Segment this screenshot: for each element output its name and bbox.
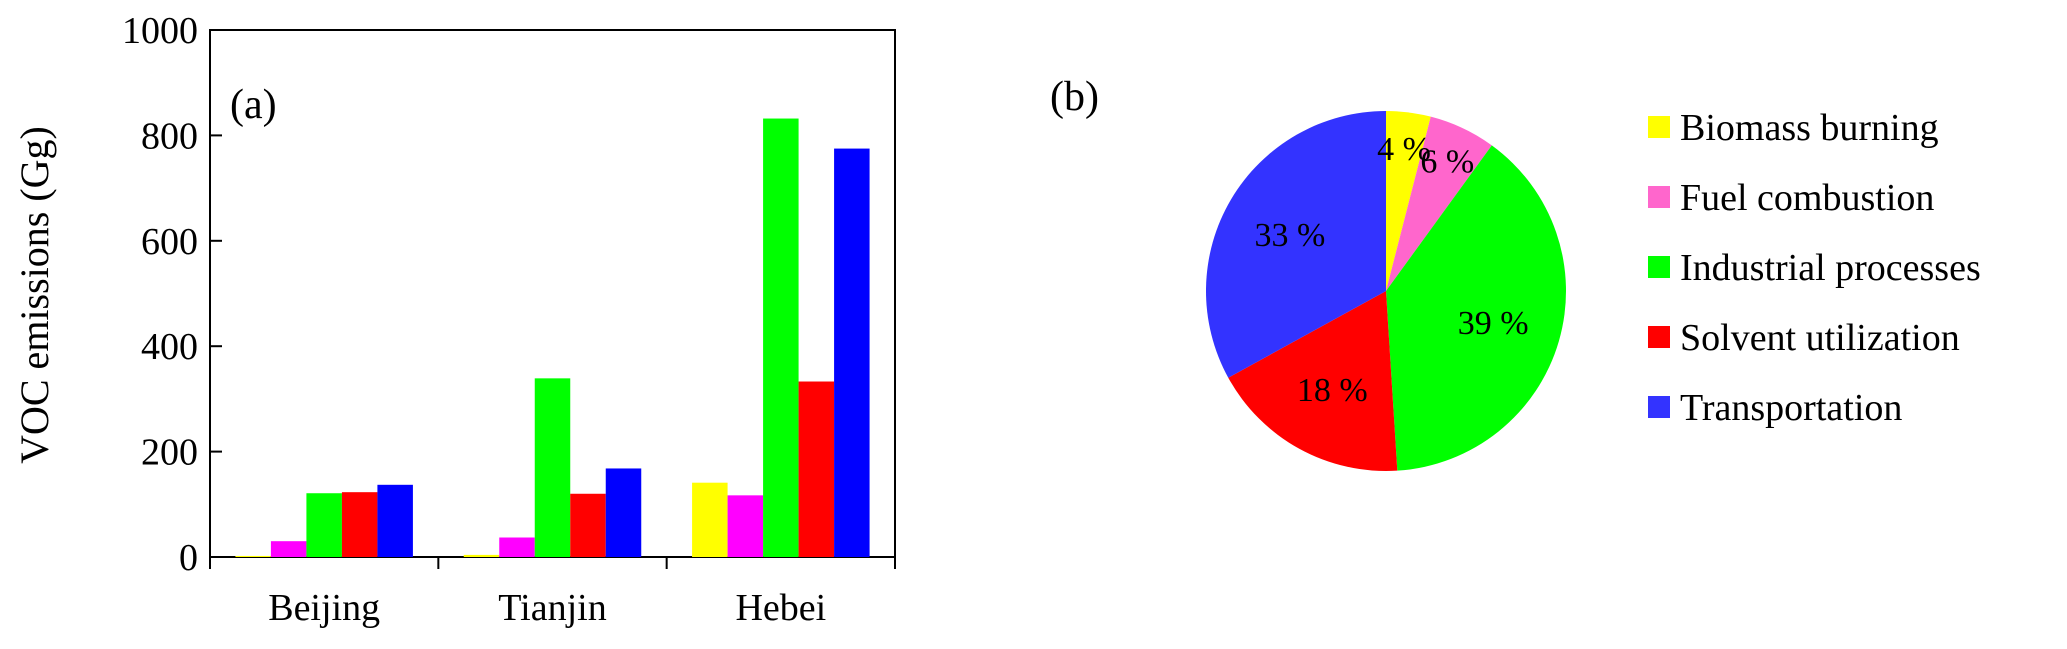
legend-swatch bbox=[1648, 116, 1670, 138]
pie-panel-label: (b) bbox=[1050, 74, 1099, 120]
bar bbox=[235, 555, 271, 557]
bar bbox=[605, 468, 642, 557]
y-tick-label: 200 bbox=[141, 432, 198, 474]
legend-label: Industrial processes bbox=[1680, 247, 1981, 289]
pie-slice bbox=[1228, 291, 1398, 471]
bar-chart-panel: (a) VOC emissions (Gg) 0 200 400 600 800 1000… bbox=[12, 10, 896, 629]
bar bbox=[798, 381, 835, 557]
pie-slice-label: 4 % bbox=[1377, 131, 1431, 168]
bar bbox=[463, 554, 500, 557]
y-tick-label: 1000 bbox=[122, 10, 198, 52]
bar bbox=[306, 493, 342, 557]
legend-label: Fuel combustion bbox=[1680, 177, 1934, 219]
legend: Biomass burning Fuel combustion Industrial… bbox=[1648, 107, 1981, 429]
bar bbox=[341, 492, 378, 557]
pie-slice-label: 6 % bbox=[1420, 144, 1474, 181]
category-label: Hebei bbox=[735, 587, 826, 629]
pie-chart-panel: (b) 4 %6 % 39 % 18 % 33 % Biomass burning Fu… bbox=[1050, 74, 1981, 471]
legend-swatch bbox=[1648, 396, 1670, 418]
bar bbox=[499, 537, 535, 557]
pie-slice-label: 33 % bbox=[1255, 217, 1326, 254]
legend-swatch bbox=[1648, 186, 1670, 208]
bar bbox=[377, 484, 413, 557]
bar bbox=[763, 118, 799, 557]
bar bbox=[534, 378, 571, 557]
legend-swatch bbox=[1648, 256, 1670, 278]
bar-panel-label: (a) bbox=[230, 82, 277, 128]
pie-slice bbox=[1386, 116, 1492, 291]
y-axis-ticks: 0 200 400 600 800 1000 bbox=[122, 10, 222, 579]
legend-swatch bbox=[1648, 326, 1670, 348]
y-axis-label: VOC emissions (Gg) bbox=[12, 126, 57, 464]
pie-labels: 4 %6 % 39 % 18 % 33 % bbox=[1255, 131, 1529, 409]
bar bbox=[692, 482, 728, 557]
pie-slice bbox=[1205, 110, 1386, 378]
y-tick-label: 0 bbox=[179, 537, 198, 579]
category-label: Beijing bbox=[268, 587, 380, 629]
pie-slice-label: 18 % bbox=[1297, 372, 1368, 409]
bar bbox=[270, 541, 307, 557]
x-axis-ticks: Beijing Tianjin Hebei bbox=[209, 557, 896, 629]
bar bbox=[727, 495, 764, 557]
bars bbox=[235, 118, 870, 557]
category-label: Tianjin bbox=[498, 587, 606, 629]
pie-slice bbox=[1386, 145, 1566, 471]
legend-label: Solvent utilization bbox=[1680, 317, 1960, 359]
bar bbox=[570, 493, 606, 557]
legend-label: Biomass burning bbox=[1680, 107, 1939, 149]
y-tick-label: 800 bbox=[141, 115, 198, 157]
pie-slice-label: 39 % bbox=[1458, 305, 1529, 342]
pie-slices bbox=[1205, 110, 1566, 471]
legend-label: Transportation bbox=[1680, 387, 1902, 429]
pie-slice bbox=[1386, 111, 1431, 291]
y-tick-label: 400 bbox=[141, 326, 198, 368]
y-tick-label: 600 bbox=[141, 221, 198, 263]
bar bbox=[834, 148, 870, 557]
